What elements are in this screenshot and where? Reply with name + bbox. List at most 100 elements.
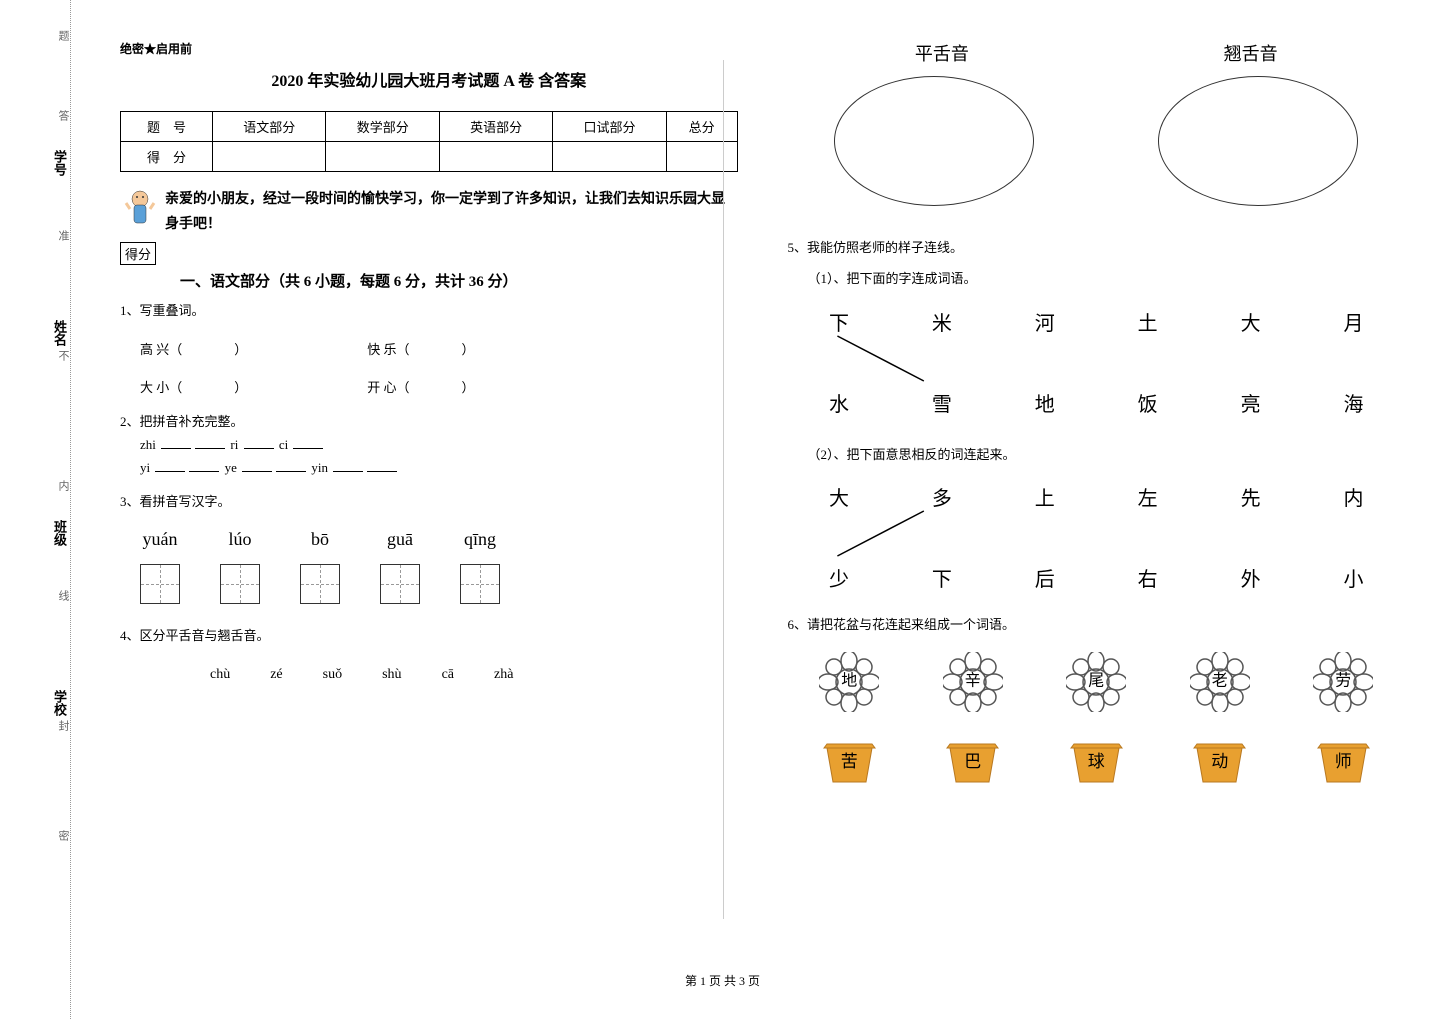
curled-tongue-label: 翘舌音 <box>1096 40 1405 66</box>
link-grid-1: 下 米 河 土 大 月 水 雪 地 饭 亮 <box>788 306 1406 423</box>
right-column: 平舌音 翘舌音 5、我能仿照老师的样子连线。 （1）、把下面的字连成词语。 下 … <box>788 40 1406 999</box>
seal-char: 准 <box>55 230 71 249</box>
q3-label: 3、看拼音写汉字。 <box>120 490 738 513</box>
blank <box>244 435 274 449</box>
pinyin: bō <box>300 523 340 555</box>
question-6: 6、请把花盆与花连起来组成一个词语。 地 辛 尾 <box>788 613 1406 783</box>
seal-char: 内 <box>55 480 71 499</box>
q2-syl: ye <box>225 460 237 475</box>
pot-icon: 苦 <box>822 742 877 784</box>
q5-label: 5、我能仿照老师的样子连线。 <box>788 236 1406 259</box>
score-table: 题 号 语文部分 数学部分 英语部分 口试部分 总分 得 分 <box>120 111 738 172</box>
example-link-line <box>788 336 1406 386</box>
pinyin: qīng <box>460 523 500 555</box>
pinyin-item: qīng <box>460 523 500 603</box>
section-1-title: 一、语文部分（共 6 小题，每题 6 分，共计 36 分） <box>120 270 738 291</box>
secret-label: 绝密★启用前 <box>120 40 738 57</box>
cell <box>439 142 552 172</box>
dotted-seal-line <box>70 0 71 1019</box>
question-1: 1、写重叠词。 高 兴（ ） 快 乐（ ） 大 小（ ） 开 心（ ） <box>120 299 738 399</box>
tian-box <box>140 564 180 604</box>
flower-row: 地 辛 尾 老 劳 <box>788 652 1406 712</box>
table-row: 题 号 语文部分 数学部分 英语部分 口试部分 总分 <box>121 112 738 142</box>
seal-char: 答 <box>55 110 71 129</box>
flower-char: 辛 <box>965 667 981 696</box>
link-grid-2: 大 多 上 左 先 内 少 下 后 右 外 <box>788 481 1406 598</box>
school-field: 学校 <box>50 690 69 716</box>
pinyin-item: yuán <box>140 523 180 603</box>
cell: 口试部分 <box>553 112 666 142</box>
score-box: 得分 <box>120 242 156 265</box>
question-3: 3、看拼音写汉字。 yuán lúo bō guā qīng <box>120 490 738 604</box>
pot-row: 苦 巴 球 动 师 <box>788 742 1406 784</box>
cell <box>553 142 666 172</box>
blank <box>293 435 323 449</box>
exam-title: 2020 年实验幼儿园大班月考试题 A 卷 含答案 <box>120 67 738 91</box>
syllable: zhà <box>494 662 513 687</box>
char: 下 <box>932 562 952 598</box>
seal-char: 题 <box>55 30 71 49</box>
pot-icon: 巴 <box>945 742 1000 784</box>
char: 地 <box>1035 387 1055 423</box>
syllable: cā <box>442 662 454 687</box>
q5-sub1: （1）、把下面的字连成词语。 <box>788 267 1406 290</box>
student-id-field: 学号 <box>50 150 69 176</box>
name-field: 姓名 <box>50 320 69 346</box>
pinyin-item: lúo <box>220 523 260 603</box>
char: 外 <box>1241 562 1261 598</box>
cell: 题 号 <box>121 112 213 142</box>
q1-item: 快 乐（ ） <box>367 338 474 361</box>
tian-box <box>220 564 260 604</box>
pinyin: yuán <box>140 523 180 555</box>
cell: 得 分 <box>121 142 213 172</box>
column-divider <box>723 60 724 919</box>
char: 海 <box>1343 387 1363 423</box>
tian-box <box>380 564 420 604</box>
flower-icon: 劳 <box>1313 652 1373 712</box>
char: 雪 <box>932 387 952 423</box>
class-field: 班级 <box>50 520 69 546</box>
question-4: 4、区分平舌音与翘舌音。 chù zé suǒ shù cā zhà <box>120 624 738 688</box>
flower-icon: 地 <box>819 652 879 712</box>
char: 后 <box>1035 562 1055 598</box>
exam-page: 题 答 学号 准 不 姓名 内 班级 线 封 学校 密 绝密★启用前 2020 … <box>0 0 1445 1019</box>
flower-char: 老 <box>1212 667 1228 696</box>
flat-tongue-oval <box>834 76 1034 206</box>
blank <box>195 435 225 449</box>
pot-icon: 师 <box>1316 742 1371 784</box>
pinyin: guā <box>380 523 420 555</box>
q1-label: 1、写重叠词。 <box>120 299 738 322</box>
char-row: 少 下 后 右 外 小 <box>788 562 1406 598</box>
seal-char: 密 <box>55 830 71 849</box>
blank <box>333 458 363 472</box>
tian-box <box>300 564 340 604</box>
flower-char: 劳 <box>1335 667 1351 696</box>
syllable: suǒ <box>323 662 342 687</box>
flower-icon: 老 <box>1190 652 1250 712</box>
binding-margin: 题 答 学号 准 不 姓名 内 班级 线 封 学校 密 <box>0 0 80 1019</box>
intro-block: 亲爱的小朋友，经过一段时间的愉快学习，你一定学到了许多知识，让我们去知识乐园大显… <box>120 187 738 242</box>
seal-char: 不 <box>55 350 71 369</box>
cell: 英语部分 <box>439 112 552 142</box>
pot-icon: 动 <box>1192 742 1247 784</box>
cell <box>213 142 326 172</box>
syllable: zé <box>270 662 282 687</box>
intro-text: 亲爱的小朋友，经过一段时间的愉快学习，你一定学到了许多知识，让我们去知识乐园大显… <box>165 187 738 237</box>
cell: 总分 <box>666 112 737 142</box>
blank <box>161 435 191 449</box>
curled-tongue-oval <box>1158 76 1358 206</box>
q2-syl: zhi <box>140 437 156 452</box>
pot-char: 苦 <box>841 747 858 778</box>
q5-sub2: （2）、把下面意思相反的词连起来。 <box>788 443 1406 466</box>
cartoon-icon <box>120 187 160 237</box>
syllable: shù <box>382 662 401 687</box>
char: 小 <box>1343 562 1363 598</box>
pot-char: 动 <box>1211 747 1228 778</box>
char: 水 <box>829 387 849 423</box>
cell <box>326 142 439 172</box>
blank <box>242 458 272 472</box>
q2-syl: ri <box>230 437 238 452</box>
seal-char: 线 <box>55 590 71 609</box>
flower-char: 尾 <box>1088 667 1104 696</box>
pot-char: 巴 <box>964 747 981 778</box>
